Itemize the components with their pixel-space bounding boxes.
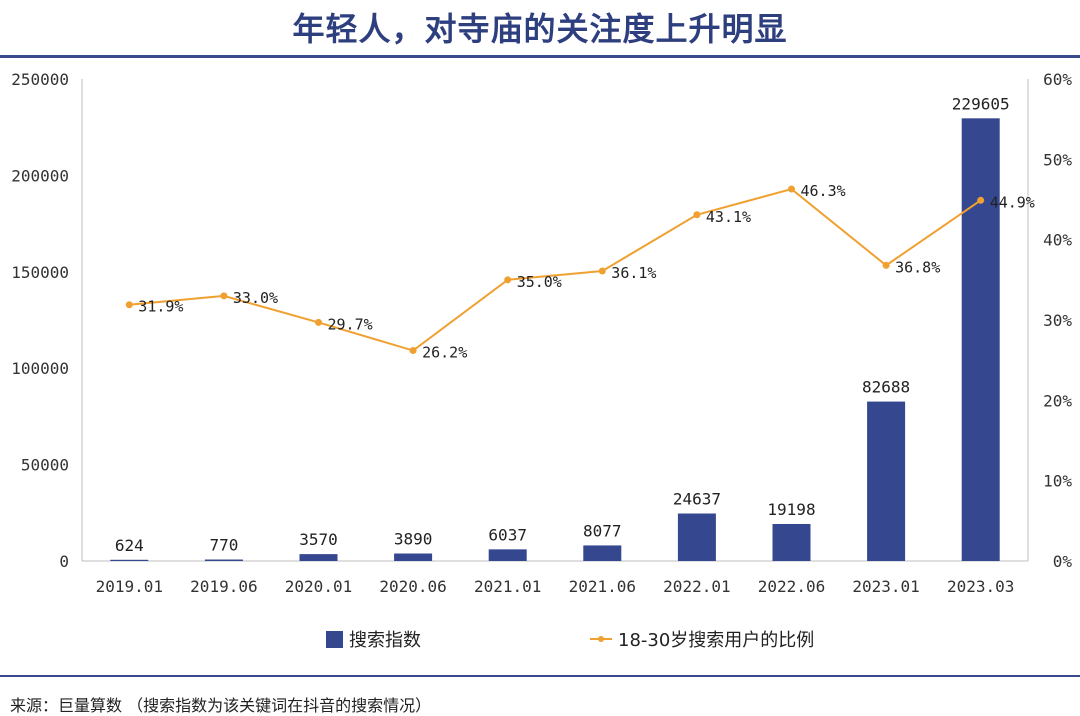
bar-value-label: 6037 [488, 525, 527, 544]
x-tick-label: 2023.03 [947, 577, 1014, 596]
x-tick-label: 2021.06 [569, 577, 636, 596]
footer-divider [0, 675, 1080, 677]
ratio-value-label: 31.9% [138, 298, 183, 316]
ratio-point [882, 261, 890, 269]
bar [299, 554, 338, 561]
bar-value-label: 3570 [299, 530, 338, 549]
bar-value-label: 24637 [673, 489, 721, 508]
title-divider [0, 55, 1080, 58]
chart: 0 50000 100000 150000 200000 250000 0% 10% 20% 30… [11, 70, 1073, 596]
x-tick-label: 2021.01 [474, 577, 541, 596]
y-right-tick-label: 0% [1053, 552, 1073, 571]
bar-value-label: 19198 [767, 500, 815, 519]
bar [867, 401, 906, 561]
bar-value-label: 229605 [952, 94, 1010, 113]
ratio-value-label: 26.2% [422, 344, 467, 362]
legend-label: 18-30岁搜索用户的比例 [618, 630, 815, 651]
ratio-value-label: 44.9% [990, 193, 1035, 211]
y-right-tick-label: 10% [1043, 472, 1072, 491]
bar [110, 559, 149, 561]
y-left-tick-label: 0 [59, 552, 69, 571]
bar [961, 118, 1000, 561]
x-tick-label: 2019.06 [190, 577, 257, 596]
ratio-value-label: 43.1% [706, 208, 751, 226]
ratio-point [977, 196, 985, 204]
y-right-tick-label: 30% [1043, 311, 1072, 330]
ratio-value-label: 33.0% [233, 289, 278, 307]
ratio-point [693, 211, 701, 219]
ratio-point [409, 347, 417, 355]
y-right-tick-label: 50% [1043, 150, 1072, 169]
y-left-tick-label: 100000 [11, 359, 69, 378]
bar [583, 545, 622, 561]
x-tick-label: 2023.01 [852, 577, 919, 596]
y-right-tick-label: 40% [1043, 231, 1072, 250]
ratio-value-label: 29.7% [328, 315, 373, 333]
chart-title: 年轻人，对寺庙的关注度上升明显 [292, 10, 788, 48]
bar-value-label: 8077 [583, 521, 622, 540]
legend-item-youth-ratio[interactable]: 18-30岁搜索用户的比例 [590, 626, 814, 652]
ratio-line [129, 187, 982, 352]
legend-bar-swatch [326, 630, 343, 648]
x-tick-label: 2020.01 [285, 577, 352, 596]
x-tick-label: 2022.01 [663, 577, 730, 596]
bar [204, 559, 243, 561]
x-tick-label: 2019.01 [96, 577, 163, 596]
bar-value-label: 770 [209, 536, 238, 555]
ratio-value-label: 36.1% [611, 264, 656, 282]
bar [772, 523, 811, 561]
y-left-tick-label: 250000 [11, 70, 69, 89]
x-tick-label: 2020.06 [379, 577, 446, 596]
bar-value-label: 82688 [862, 378, 910, 397]
y-left-tick-label: 150000 [11, 263, 69, 282]
y-right-tick-label: 60% [1043, 70, 1072, 89]
y-left-tick-label: 200000 [11, 166, 69, 185]
bar [677, 513, 716, 561]
legend-item-search-index[interactable]: 搜索指数 [326, 626, 421, 652]
bar-value-label: 3890 [394, 530, 433, 549]
ratio-point [125, 301, 133, 309]
ratio-point [598, 267, 606, 275]
legend: 搜索指数 18-30岁搜索用户的比例 [0, 626, 1080, 652]
legend-label: 搜索指数 [349, 630, 421, 651]
bar [488, 549, 527, 561]
bar [394, 553, 433, 561]
bar-value-label: 624 [115, 536, 144, 555]
y-left-tick-label: 50000 [21, 456, 69, 475]
ratio-point [504, 276, 512, 284]
legend-line-swatch [590, 636, 612, 642]
x-tick-label: 2022.06 [758, 577, 825, 596]
ratio-value-label: 46.3% [801, 182, 846, 200]
ratio-value-label: 36.8% [895, 258, 940, 276]
ratio-value-label: 35.0% [517, 273, 562, 291]
ratio-point [315, 318, 322, 326]
ratio-point [220, 292, 228, 300]
source-note: 来源：巨量算数 （搜索指数为该关键词在抖音的搜索情况） [10, 696, 432, 715]
y-right-tick-label: 20% [1043, 391, 1072, 410]
ratio-point [788, 185, 795, 193]
